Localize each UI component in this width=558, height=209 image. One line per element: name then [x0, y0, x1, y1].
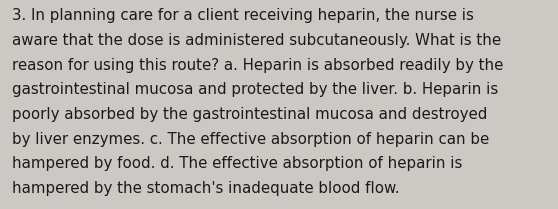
- Text: gastrointestinal mucosa and protected by the liver. b. Heparin is: gastrointestinal mucosa and protected by…: [12, 82, 498, 97]
- Text: hampered by food. d. The effective absorption of heparin is: hampered by food. d. The effective absor…: [12, 156, 463, 171]
- Text: hampered by the stomach's inadequate blood flow.: hampered by the stomach's inadequate blo…: [12, 181, 400, 196]
- Text: poorly absorbed by the gastrointestinal mucosa and destroyed: poorly absorbed by the gastrointestinal …: [12, 107, 488, 122]
- Text: reason for using this route? a. Heparin is absorbed readily by the: reason for using this route? a. Heparin …: [12, 58, 504, 73]
- Text: 3. In planning care for a client receiving heparin, the nurse is: 3. In planning care for a client receivi…: [12, 8, 474, 23]
- Text: aware that the dose is administered subcutaneously. What is the: aware that the dose is administered subc…: [12, 33, 502, 48]
- Text: by liver enzymes. c. The effective absorption of heparin can be: by liver enzymes. c. The effective absor…: [12, 132, 489, 147]
